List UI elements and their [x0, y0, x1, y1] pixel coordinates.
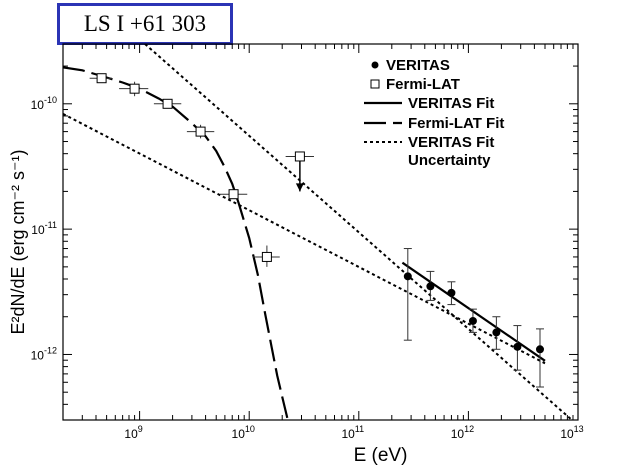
legend-label: Fermi-LAT Fit: [408, 115, 504, 132]
plot-frame: [62, 43, 579, 421]
legend-marker-square: [370, 79, 380, 89]
fermi-marker: [129, 83, 140, 94]
veritas-marker: [403, 272, 412, 281]
y-axis-label: E²dN/dE (erg cm⁻² s⁻¹): [8, 149, 28, 334]
veritas-point: [426, 270, 435, 301]
legend-label: VERITAS: [386, 57, 450, 74]
legend: VERITAS Fermi-LAT VERITAS Fit Fermi-LAT Fit…: [364, 57, 504, 169]
veritas-point: [403, 248, 412, 341]
fermi-marker: [162, 98, 173, 109]
y-tick-label: 10-12: [31, 345, 57, 362]
legend-label: Fermi-LAT: [386, 76, 460, 93]
x-tick-label: 109: [124, 424, 142, 441]
x-tick-label: 1011: [341, 424, 364, 441]
fermi-point: [119, 81, 149, 97]
veritas-marker: [535, 345, 544, 354]
veritas-point: [447, 281, 456, 306]
fermi-fit-line: [63, 66, 289, 420]
upper-limit-arrow-head: [295, 183, 304, 192]
y-tick-label: 10-10: [31, 95, 57, 112]
veritas-marker: [426, 282, 435, 291]
x-tick-label: 1010: [232, 424, 255, 441]
veritas-point: [492, 316, 501, 350]
fermi-point: [153, 98, 182, 109]
legend-label-line2: Uncertainty: [408, 152, 491, 169]
veritas-uncertainty-line: [144, 44, 573, 420]
chart-title: LS I +61 303: [83, 11, 207, 36]
fermi-point: [186, 124, 215, 139]
fermi-marker: [261, 251, 272, 262]
fermi-marker: [195, 126, 206, 137]
fermi-marker: [228, 189, 239, 200]
legend-label: VERITAS Fit: [408, 95, 494, 112]
fermi-marker: [294, 151, 305, 162]
fermi-marker: [96, 73, 107, 84]
fermi-point: [252, 245, 280, 267]
veritas-point: [513, 325, 522, 371]
veritas-point: [468, 308, 477, 333]
chart-title-box: LS I +61 303: [57, 3, 233, 45]
legend-label: VERITAS Fit: [408, 134, 494, 151]
veritas-marker: [447, 288, 456, 297]
veritas-fit-line: [401, 261, 546, 362]
fermi-point: [285, 151, 314, 192]
veritas-point: [535, 328, 544, 388]
fermi-point: [219, 188, 248, 200]
legend-marker-circle: [371, 61, 379, 69]
plot-area: [63, 44, 573, 420]
veritas-marker: [492, 328, 501, 337]
veritas-marker: [468, 316, 477, 325]
fermi-point: [89, 73, 113, 84]
veritas-marker: [513, 342, 522, 351]
x-tick-label: 1013: [560, 424, 583, 441]
y-tick-label: 10-11: [31, 220, 57, 237]
veritas-uncertainty-line: [63, 113, 546, 365]
x-tick-label: 1012: [451, 424, 474, 441]
x-axis-label: E (eV): [354, 445, 408, 466]
